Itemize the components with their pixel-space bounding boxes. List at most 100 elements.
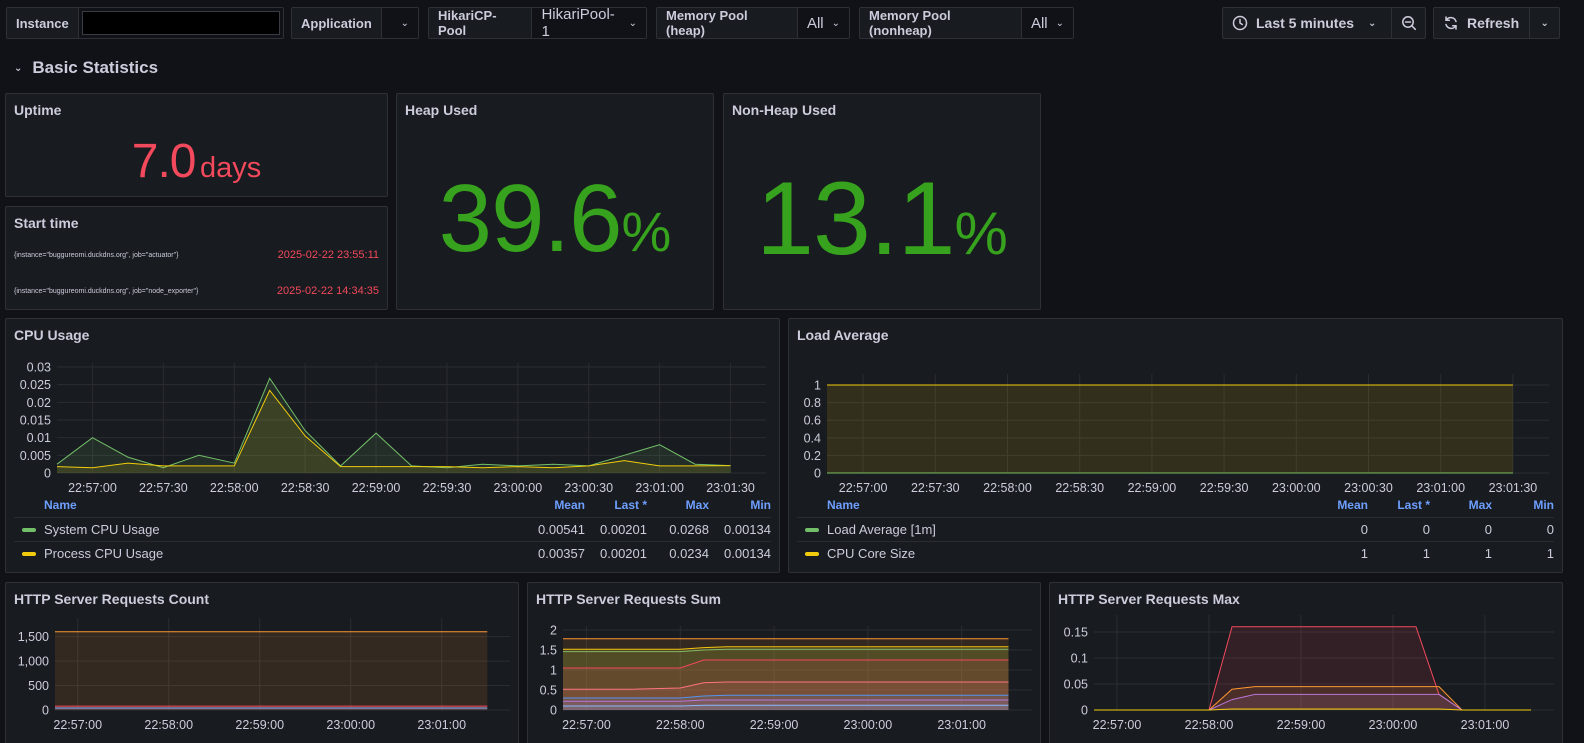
legend-swatch xyxy=(805,551,819,556)
zoom-out-button[interactable] xyxy=(1391,8,1425,38)
y-tick-label: 0.5 xyxy=(540,684,557,698)
variable-application: Application ⌄ xyxy=(291,7,419,39)
refresh-interval-button[interactable]: ⌄ xyxy=(1529,8,1559,38)
series-line xyxy=(563,646,1009,650)
x-tick-label: 23:01:00 xyxy=(937,718,986,732)
y-tick-label: 0 xyxy=(44,467,51,481)
x-tick-label: 22:57:00 xyxy=(839,481,888,495)
start-time-row: {instance="buggureomi.duckdns.org", job=… xyxy=(14,249,379,261)
x-tick-label: 23:01:00 xyxy=(417,718,466,732)
x-tick-label: 23:01:00 xyxy=(1416,481,1465,495)
panel-title: Load Average xyxy=(797,327,889,343)
x-tick-label: 22:59:00 xyxy=(750,718,799,732)
chevron-down-icon: ⌄ xyxy=(1368,17,1377,29)
legend-header: Name Mean Last * Max Min xyxy=(827,498,1554,512)
chevron-down-icon: ⌄ xyxy=(14,62,23,74)
hikari-select[interactable]: HikariPool-1 ⌄ xyxy=(532,6,646,40)
series-area xyxy=(1094,686,1531,710)
series-line xyxy=(563,648,1009,653)
x-tick-label: 22:58:00 xyxy=(210,481,259,495)
cpu-usage-chart[interactable]: 0 0.005 0.01 0.015 0.02 0.025 0.03 22:57:00 22:5… xyxy=(6,319,780,499)
y-tick-label: 0.2 xyxy=(804,449,821,463)
panel-http-requests-sum: HTTP Server Requests Sum 0 0.5 1 1.5 2 22:57:… xyxy=(527,582,1041,743)
x-tick-label: 23:00:00 xyxy=(326,718,375,732)
series-area xyxy=(1094,626,1531,710)
chevron-down-icon: ⌄ xyxy=(831,17,840,29)
series-line xyxy=(56,389,731,469)
y-tick-label: 0.05 xyxy=(1064,678,1088,692)
x-tick-label: 22:58:30 xyxy=(1055,481,1104,495)
heap-value: 39.6% xyxy=(438,165,672,272)
series-line xyxy=(1094,708,1531,711)
variable-label: Memory Pool (heap) xyxy=(657,8,798,38)
x-tick-label: 23:00:30 xyxy=(1344,481,1393,495)
x-tick-label: 22:58:00 xyxy=(1185,718,1234,732)
panel-uptime: Uptime 7.0 days xyxy=(5,93,388,197)
y-tick-label: 0.025 xyxy=(20,378,51,392)
uptime-value: 7.0 days xyxy=(131,135,262,188)
x-tick-label: 23:00:00 xyxy=(1272,481,1321,495)
chevron-down-icon: ⌄ xyxy=(1055,17,1064,29)
http-count-chart[interactable]: 0 500 1,000 1,500 22:57:00 22:58:00 22:59:00 23… xyxy=(6,583,519,743)
x-tick-label: 22:59:00 xyxy=(235,718,284,732)
x-tick-label: 22:58:30 xyxy=(281,481,330,495)
series-area xyxy=(827,385,1513,473)
x-tick-label: 22:58:00 xyxy=(144,718,193,732)
load-legend: Name Mean Last * Max Min Load Average [1… xyxy=(797,493,1554,565)
start-time-row: {instance="buggureomi.duckdns.org", job=… xyxy=(14,285,379,297)
legend-swatch xyxy=(22,551,36,556)
panel-nonheap-used: Non-Heap Used 13.1% xyxy=(723,93,1041,310)
series-line xyxy=(563,699,1009,702)
x-tick-label: 22:57:30 xyxy=(139,481,188,495)
series-line xyxy=(563,694,1009,699)
nonheap-pool-select[interactable]: All ⌄ xyxy=(1021,8,1073,38)
x-tick-label: 23:01:30 xyxy=(706,481,755,495)
panel-title: HTTP Server Requests Count xyxy=(14,591,210,607)
x-tick-label: 23:01:30 xyxy=(1489,481,1538,495)
panel-title: Heap Used xyxy=(405,102,478,118)
x-tick-label: 22:59:30 xyxy=(423,481,472,495)
series-line xyxy=(563,681,1009,690)
panel-http-requests-max: HTTP Server Requests Max 0 0.05 0.1 0.15 22:… xyxy=(1049,582,1563,743)
chevron-down-icon: ⌄ xyxy=(400,17,409,29)
x-tick-label: 23:00:30 xyxy=(564,481,613,495)
row-header-basic-statistics[interactable]: ⌄ Basic Statistics xyxy=(14,58,158,78)
http-sum-chart[interactable]: 0 0.5 1 1.5 2 22:57:00 22:58:00 22:59:00 23:00:0… xyxy=(528,583,1041,743)
instance-input[interactable] xyxy=(81,11,280,35)
y-tick-label: 0.15 xyxy=(1064,626,1088,640)
application-select[interactable]: ⌄ xyxy=(381,8,418,38)
legend-row[interactable]: System CPU Usage 0.00541 0.00201 0.0268 … xyxy=(14,517,771,541)
series-area xyxy=(57,390,731,473)
legend-row[interactable]: CPU Core Size 1 1 1 1 xyxy=(797,541,1554,565)
y-tick-label: 0 xyxy=(814,467,821,481)
y-tick-label: 0.005 xyxy=(20,449,51,463)
panel-start-time: Start time {instance="buggureomi.duckdns… xyxy=(5,206,388,310)
nonheap-value: 13.1% xyxy=(756,161,1008,277)
row-title: Basic Statistics xyxy=(32,58,159,77)
refresh-button[interactable]: Refresh xyxy=(1434,8,1529,38)
legend-row[interactable]: Process CPU Usage 0.00357 0.00201 0.0234… xyxy=(14,541,771,565)
heap-pool-select[interactable]: All ⌄ xyxy=(797,8,849,38)
legend-row[interactable]: Load Average [1m] 0 0 0 0 xyxy=(797,517,1554,541)
y-tick-label: 0.03 xyxy=(27,361,51,375)
y-tick-label: 0.015 xyxy=(20,414,51,428)
variable-label: Instance xyxy=(7,8,79,38)
x-tick-label: 23:01:00 xyxy=(635,481,684,495)
y-tick-label: 500 xyxy=(28,679,49,693)
x-tick-label: 22:58:00 xyxy=(983,481,1032,495)
y-tick-label: 0.6 xyxy=(804,414,821,428)
series-area xyxy=(563,682,1009,710)
series-area xyxy=(1094,694,1531,710)
variable-heap-pool: Memory Pool (heap) All ⌄ xyxy=(656,7,850,39)
panel-load-average: Load Average 0 0.2 0.4 0.6 0.8 1 22:57:00 22:57… xyxy=(788,318,1563,573)
load-average-chart[interactable]: 0 0.2 0.4 0.6 0.8 1 22:57:00 22:57:30 22:58:00 22… xyxy=(789,319,1563,499)
time-range-button[interactable]: Last 5 minutes ⌄ xyxy=(1223,8,1391,38)
panel-cpu-usage: CPU Usage 0 0.005 0.01 0.015 0.02 0.025 0.03 22… xyxy=(5,318,780,573)
x-tick-label: 22:58:00 xyxy=(656,718,705,732)
x-tick-label: 23:00:00 xyxy=(1369,718,1418,732)
panel-title: HTTP Server Requests Sum xyxy=(536,591,721,607)
http-max-chart[interactable]: 0 0.05 0.1 0.15 22:57:00 22:58:00 22:59:00 23:0… xyxy=(1050,583,1563,743)
series-area xyxy=(563,646,1009,710)
variable-label: HikariCP-Pool xyxy=(429,8,533,38)
x-tick-label: 22:57:00 xyxy=(68,481,117,495)
